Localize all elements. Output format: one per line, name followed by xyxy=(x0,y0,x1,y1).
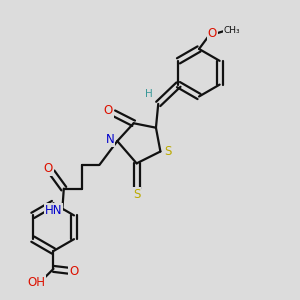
Text: H: H xyxy=(146,88,153,98)
Text: S: S xyxy=(164,145,172,158)
Text: S: S xyxy=(133,188,140,201)
Text: O: O xyxy=(208,27,217,40)
Text: CH₃: CH₃ xyxy=(224,26,240,35)
Text: N: N xyxy=(106,133,115,146)
Text: OH: OH xyxy=(27,276,45,289)
Text: HN: HN xyxy=(45,204,62,217)
Text: O: O xyxy=(44,162,53,175)
Text: O: O xyxy=(69,265,78,278)
Text: O: O xyxy=(104,104,113,117)
